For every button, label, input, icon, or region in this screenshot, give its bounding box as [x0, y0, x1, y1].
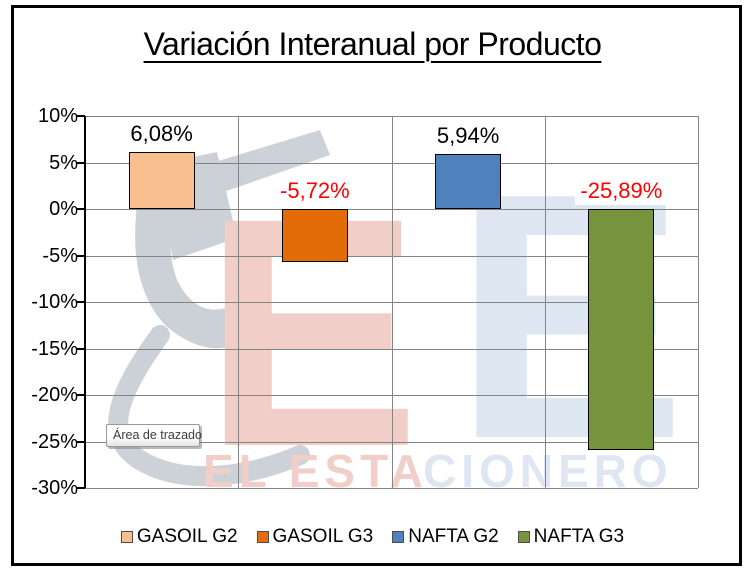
- y-axis-label: -20%: [31, 384, 78, 406]
- bar-gasoil-g2[interactable]: [128, 152, 195, 209]
- y-axis-label: -15%: [31, 337, 78, 360]
- legend-swatch-gasoil-g3: [256, 531, 269, 543]
- y-axis-label: -25%: [31, 430, 78, 453]
- legend-item-gasoil-g2[interactable]: GASOIL G2: [120, 526, 238, 548]
- plot-area-tooltip: Área de trazado: [106, 424, 202, 447]
- bar-nafta-g2[interactable]: [435, 153, 502, 209]
- value-label-text: -5,72%: [275, 177, 355, 205]
- chart-title[interactable]: Variación Interanual por Producto: [143, 26, 602, 62]
- y-axis-label: 0%: [49, 198, 78, 220]
- value-label-gasoil-g2: 6,08%: [87, 120, 237, 149]
- legend-label: NAFTA G2: [408, 526, 499, 547]
- gridline: [238, 116, 240, 488]
- value-label-nafta-g2: 5,94%: [393, 121, 543, 150]
- gridline: [544, 116, 546, 488]
- axis-tick: [77, 115, 85, 117]
- legend-swatch-nafta-g2: [392, 531, 405, 543]
- axis-tick: [77, 254, 85, 257]
- y-axis-label: -10%: [31, 291, 78, 313]
- axis-tick: [77, 208, 85, 210]
- gridline: [698, 116, 699, 488]
- value-label-text: 6,08%: [125, 120, 198, 149]
- y-axis-label: 5%: [49, 151, 78, 174]
- value-label-gasoil-g3: -5,72%: [240, 177, 390, 205]
- axis-tick: [77, 161, 85, 164]
- bar-nafta-g3[interactable]: [588, 209, 655, 450]
- y-axis-label: 10%: [37, 105, 78, 127]
- axis-tick: [77, 347, 85, 350]
- fuel-nozzle-icon: [108, 130, 330, 487]
- value-label-nafta-g3: -25,89%: [546, 177, 696, 205]
- axis-tick: [77, 440, 85, 443]
- y-axis-label: -5%: [42, 244, 78, 267]
- axis-tick: [77, 487, 85, 489]
- legend-item-nafta-g2[interactable]: NAFTA G2: [392, 526, 499, 548]
- chart-legend: GASOIL G2 GASOIL G3 NAFTA G2 NAFTA G3: [0, 524, 745, 550]
- gridline: [85, 488, 698, 489]
- legend-label: NAFTA G3: [533, 526, 625, 547]
- axis-tick: [77, 301, 85, 303]
- legend-label: GASOIL G2: [136, 526, 238, 547]
- legend-label: GASOIL G3: [272, 526, 374, 547]
- axis-tick: [77, 394, 85, 396]
- bar-gasoil-g3[interactable]: [281, 209, 348, 263]
- legend-item-nafta-g3[interactable]: NAFTA G3: [517, 526, 625, 548]
- value-label-text: -25,89%: [575, 177, 668, 205]
- gridline: [391, 116, 393, 488]
- y-axis-label: -30%: [31, 477, 78, 499]
- value-label-text: 5,94%: [431, 121, 505, 150]
- legend-swatch-nafta-g3: [517, 531, 530, 543]
- y-axis-line: [84, 116, 86, 488]
- watermark-brand-right: CIONERO: [423, 445, 673, 490]
- legend-swatch-gasoil-g2: [120, 531, 133, 543]
- legend-item-gasoil-g3[interactable]: GASOIL G3: [256, 526, 374, 548]
- watermark-brand-left: EL ESTA: [203, 445, 428, 490]
